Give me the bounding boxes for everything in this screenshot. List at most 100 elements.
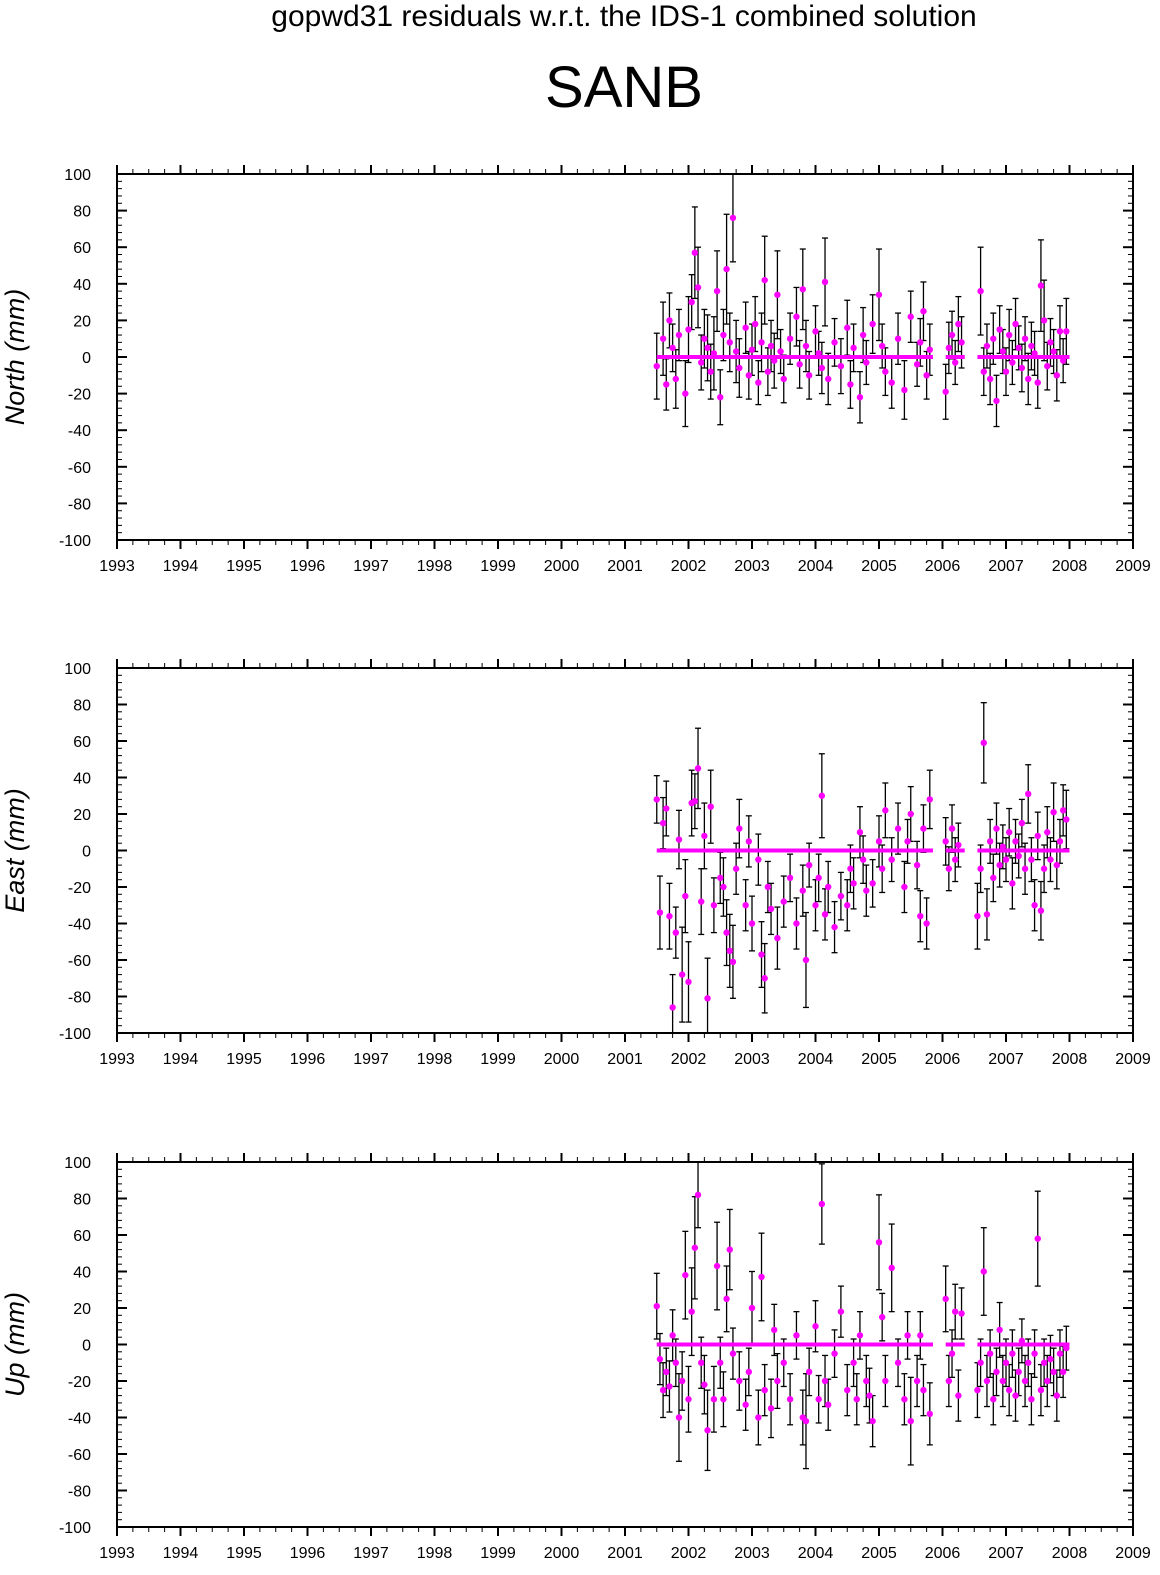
data-point	[704, 344, 711, 352]
data-point	[1028, 342, 1035, 350]
data-point	[1047, 1355, 1054, 1363]
data-point	[1050, 1368, 1057, 1376]
data-point	[1018, 1337, 1026, 1345]
data-point	[1040, 317, 1048, 324]
data-point	[1059, 807, 1067, 814]
data-point	[723, 929, 730, 936]
x-tick-label: 2001	[607, 1051, 643, 1068]
data-point	[948, 1350, 956, 1357]
data-point	[901, 1396, 908, 1403]
data-point	[917, 913, 924, 920]
y-tick-label: -60	[68, 1447, 91, 1464]
y-tick-label: -20	[68, 387, 91, 404]
data-point	[863, 359, 870, 366]
data-point	[888, 856, 895, 863]
y-tick-label: 60	[73, 734, 91, 751]
x-tick-label: 1998	[417, 558, 453, 575]
data-point	[856, 1332, 864, 1339]
data-point	[659, 1386, 667, 1394]
data-point	[1005, 1386, 1013, 1394]
data-point	[771, 1326, 778, 1334]
data-point	[1056, 838, 1064, 845]
data-point	[869, 320, 876, 328]
data-point	[882, 368, 889, 375]
data-point	[729, 1350, 737, 1357]
x-tick-label: 2004	[798, 1545, 834, 1562]
data-point	[1034, 832, 1041, 840]
data-point	[799, 286, 806, 293]
data-point	[818, 1200, 826, 1208]
panel-up: 1993 1994 1995 1996 1997 1998 1999 2000 2001 2002…	[0, 1153, 1151, 1562]
data-point	[805, 861, 813, 869]
data-point	[678, 971, 686, 978]
data-point	[831, 923, 838, 931]
data-point	[993, 397, 1000, 405]
data-point	[926, 346, 933, 353]
data-point	[812, 1323, 819, 1330]
data-point	[761, 276, 768, 284]
x-tick-label: 2004	[798, 1051, 834, 1068]
x-tick-label: 2001	[607, 1545, 643, 1562]
data-point	[945, 865, 953, 872]
data-point	[986, 1350, 994, 1357]
data-point	[1050, 348, 1057, 355]
data-point	[742, 1401, 749, 1408]
x-tick-label: 2005	[861, 558, 897, 575]
data-point	[1047, 856, 1054, 863]
x-tick-label: 2002	[671, 1545, 707, 1562]
y-axis-label: Up (mm)	[0, 1292, 30, 1397]
data-point	[748, 1304, 756, 1312]
data-point	[980, 739, 987, 747]
data-point	[742, 324, 749, 331]
data-point	[675, 1414, 683, 1421]
data-point	[1031, 902, 1038, 909]
data-point	[796, 361, 803, 368]
data-point	[907, 1417, 914, 1425]
data-point	[913, 861, 921, 869]
data-point	[1040, 865, 1048, 872]
data-point	[726, 339, 733, 346]
data-point	[758, 339, 765, 346]
data-point	[977, 865, 984, 872]
data-point	[755, 856, 762, 863]
data-point	[980, 1268, 987, 1275]
data-point	[713, 287, 721, 295]
x-tick-label: 2009	[1115, 1545, 1151, 1562]
y-tick-label: 40	[73, 1265, 91, 1282]
data-point	[866, 1392, 873, 1399]
x-tick-label: 1998	[417, 1051, 453, 1068]
data-point	[802, 956, 810, 964]
data-point	[847, 381, 854, 388]
data-point	[1018, 364, 1026, 372]
data-point	[672, 929, 679, 936]
y-tick-label: 0	[82, 350, 91, 367]
x-tick-label: 1993	[99, 558, 135, 575]
data-point	[713, 1262, 721, 1270]
x-tick-label: 2005	[861, 1051, 897, 1068]
data-point	[996, 1326, 1003, 1334]
x-tick-label: 1999	[480, 558, 516, 575]
x-tick-label: 1994	[163, 1545, 199, 1562]
data-point	[1009, 880, 1016, 887]
data-point	[710, 1396, 718, 1403]
x-tick-label: 1996	[290, 1545, 326, 1562]
x-tick-label: 1993	[99, 1051, 135, 1068]
data-point	[786, 1396, 794, 1403]
y-tick-label: 80	[73, 698, 91, 715]
x-tick-label: 2007	[988, 1545, 1024, 1562]
data-point	[917, 1332, 924, 1339]
data-point	[878, 342, 886, 350]
data-point	[821, 1377, 829, 1385]
data-point	[907, 810, 914, 818]
data-point	[1021, 865, 1029, 872]
y-tick-label: 100	[64, 1155, 91, 1172]
data-point	[704, 995, 711, 1002]
x-tick-label: 2003	[734, 1545, 770, 1562]
x-tick-label: 1994	[163, 558, 199, 575]
y-tick-label: -40	[68, 917, 91, 934]
data-point	[691, 798, 699, 805]
data-point	[736, 825, 743, 832]
x-tick-label: 2000	[544, 1545, 580, 1562]
data-point	[691, 1244, 699, 1251]
y-tick-label: 40	[73, 277, 91, 294]
